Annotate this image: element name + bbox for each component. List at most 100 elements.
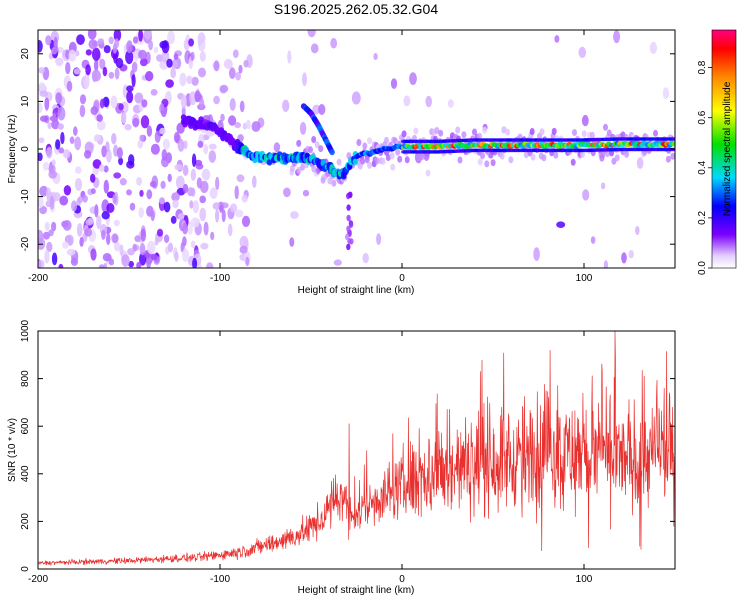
noise-blob: [403, 95, 411, 107]
noise-blob: [103, 179, 110, 194]
noise-blob: [188, 38, 195, 47]
noise-blob: [111, 133, 117, 145]
noise-blob: [146, 189, 153, 200]
ridge-halo: [605, 150, 610, 158]
noise-blob: [134, 235, 141, 243]
noise-blob: [121, 111, 127, 124]
noise-blob: [533, 247, 540, 261]
ridge-halo: [508, 156, 514, 164]
noise-blob: [170, 67, 177, 79]
colorbar-tick-label: 0.0: [697, 261, 708, 275]
noise-blob: [101, 229, 106, 240]
noise-blob: [62, 220, 72, 231]
y-tick-label: 10: [20, 95, 31, 107]
noise-blob: [51, 252, 58, 266]
ridge-blob: [352, 158, 359, 165]
ridge-halo: [362, 142, 368, 150]
noise-blob: [114, 240, 120, 252]
noise-blob: [310, 43, 319, 54]
ridge-halo: [505, 128, 511, 136]
ridge-halo: [336, 158, 342, 166]
noise-blob: [246, 119, 251, 130]
noise-blob: [85, 218, 94, 226]
ridge-halo: [434, 127, 440, 134]
ridge-halo: [539, 128, 545, 136]
noise-blob: [156, 54, 164, 62]
noise-blob: [554, 35, 560, 43]
y-tick-label: 0: [20, 146, 31, 152]
noise-blob: [55, 59, 64, 67]
noise-blob: [47, 122, 52, 130]
noise-blob: [172, 199, 179, 209]
noise-blob: [206, 262, 214, 268]
noise-blob: [106, 203, 115, 213]
noise-blob: [44, 250, 50, 264]
ridge-halo: [289, 165, 295, 172]
noise-blob: [166, 58, 173, 68]
ridge-halo: [413, 127, 419, 135]
ridge-halo: [356, 139, 362, 146]
noise-blob: [97, 38, 105, 45]
y-tick-label: 20: [20, 48, 31, 60]
noise-blob: [96, 215, 102, 230]
noise-blob: [110, 95, 118, 109]
noise-blob: [153, 46, 159, 54]
noise-blob: [170, 215, 177, 224]
dip-blob: [346, 243, 351, 251]
noise-blob: [71, 200, 77, 212]
noise-blob: [208, 143, 217, 150]
noise-blob: [556, 221, 566, 228]
noise-blob: [210, 231, 215, 241]
noise-blob: [92, 159, 102, 169]
noise-blob: [82, 195, 88, 203]
spectrogram-x-axis-label: Height of straight line (km): [298, 285, 415, 296]
noise-blob: [181, 106, 186, 117]
ridge-halo: [311, 165, 317, 173]
noise-blob: [165, 79, 174, 88]
noise-blob: [62, 241, 69, 249]
ridge-halo: [314, 141, 320, 149]
snr-frame: [37, 330, 676, 570]
ridge-halo: [599, 154, 605, 162]
noise-blob: [121, 254, 130, 267]
noise-blob: [150, 89, 158, 96]
ridge-halo: [367, 161, 373, 169]
ridge-halo: [380, 157, 386, 165]
noise-blob: [192, 257, 198, 268]
colorbar-ticks: 0.0 0.2 0.4 0.6 0.8: [697, 60, 712, 275]
noise-blob: [96, 120, 106, 131]
noise-blob: [190, 187, 196, 197]
noise-blob: [229, 98, 236, 111]
noise-blob: [235, 71, 242, 81]
noise-blob: [330, 37, 338, 49]
y-tick-label: 400: [20, 465, 31, 482]
ridge-edge: [671, 137, 675, 141]
ridge-halo: [529, 128, 535, 135]
snr-marks: [38, 331, 675, 566]
noise-blob: [447, 99, 454, 108]
ridge-halo: [480, 152, 485, 160]
noise-blob: [318, 104, 326, 115]
noise-blob: [154, 130, 161, 143]
noise-blob: [194, 90, 201, 103]
noise-blob: [90, 248, 97, 261]
noise-blob: [131, 74, 136, 88]
ridge-halo: [482, 126, 488, 134]
noise-blob: [239, 245, 248, 254]
ridge-halo: [401, 130, 407, 138]
noise-blob: [146, 240, 156, 255]
snr-x-axis-label: Height of straight line (km): [298, 585, 415, 596]
ridge-halo: [501, 126, 507, 134]
ridge-halo: [624, 150, 630, 158]
noise-blob: [38, 259, 45, 268]
noise-blob: [183, 140, 188, 150]
noise-blob: [160, 103, 165, 111]
noise-blob: [228, 115, 237, 126]
noise-blob: [636, 157, 644, 169]
noise-blob: [203, 221, 209, 236]
noise-blob: [578, 46, 587, 59]
noise-blob: [51, 159, 56, 166]
noise-blob: [118, 157, 124, 166]
noise-blob: [177, 138, 185, 152]
noise-blob: [38, 82, 46, 92]
